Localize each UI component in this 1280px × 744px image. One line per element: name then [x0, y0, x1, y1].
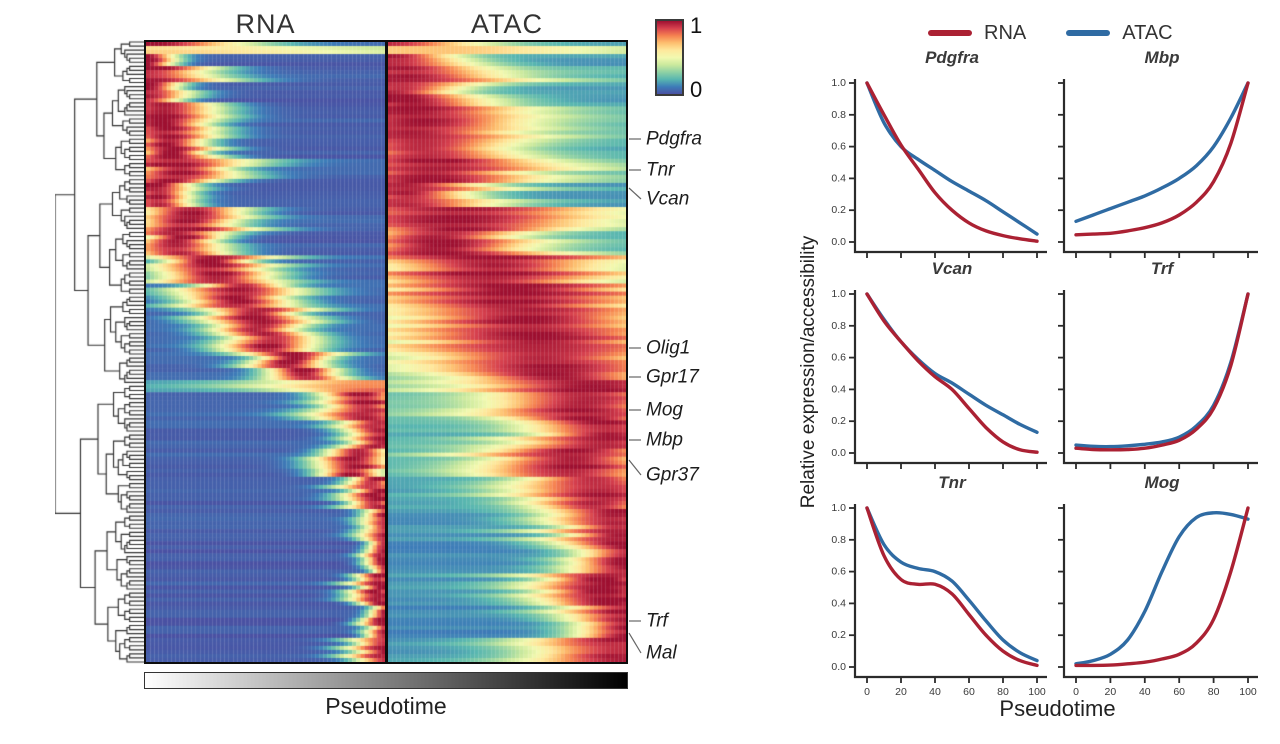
- y-tick-label: 0.6: [831, 566, 846, 578]
- rna-curve-Vcan: [865, 292, 1039, 454]
- atac-heatmap: [388, 42, 626, 662]
- pseudotime-label-right: Pseudotime: [999, 696, 1116, 721]
- x-tick-label: 60: [963, 686, 975, 698]
- dendrogram: [55, 40, 144, 664]
- gene-tick-Vcan: [628, 187, 642, 200]
- rna-heatmap: [146, 42, 385, 662]
- subplot-title-Pdgfra: Pdgfra: [925, 48, 979, 67]
- y-tick-label: 0.4: [831, 383, 846, 395]
- subplot-title-Trf: Trf: [1151, 259, 1176, 278]
- y-tick-label: 0.8: [831, 109, 846, 121]
- axes-spines-Tnr: [853, 504, 1047, 679]
- y-tick-label: 1.0: [831, 502, 846, 514]
- x-tick-label: 80: [1208, 686, 1220, 698]
- y-tick-label: 0.0: [831, 447, 846, 459]
- y-tick-label: 0.4: [831, 172, 846, 184]
- pseudotime-gradient-bar: [144, 672, 628, 689]
- x-tick-label: 0: [1073, 686, 1079, 698]
- y-tick-label: 0.2: [831, 204, 846, 216]
- gene-tick-Gpr37: [628, 459, 642, 476]
- x-tick-label: 20: [895, 686, 907, 698]
- gene-label-Tnr: Tnr: [646, 160, 675, 181]
- y-tick-label: 1.0: [831, 77, 846, 89]
- x-tick-label: 60: [1173, 686, 1185, 698]
- rna-curve-Trf: [1074, 292, 1250, 452]
- x-tick-label: 80: [997, 686, 1009, 698]
- gene-label-Mbp: Mbp: [646, 430, 683, 451]
- gene-label-Mal: Mal: [646, 643, 677, 664]
- y-tick-label: 0.0: [831, 236, 846, 248]
- axes-spines-Trf: [1062, 290, 1258, 465]
- subplot-title-Mbp: Mbp: [1145, 48, 1180, 67]
- atac-curve-Trf: [1074, 292, 1250, 449]
- gene-label-Gpr37: Gpr37: [646, 465, 700, 486]
- gene-label-Gpr17: Gpr17: [646, 367, 700, 388]
- y-tick-label: 0.0: [831, 661, 846, 673]
- rna-curve-Tnr: [865, 506, 1039, 668]
- atac-legend-swatch: [1066, 30, 1111, 36]
- x-tick-label: 100: [1028, 686, 1046, 698]
- rna-curve-Pdgfra: [865, 81, 1039, 243]
- gene-label-Mog: Mog: [646, 400, 683, 421]
- colorbar-min-label: 0: [690, 77, 703, 102]
- rna-curve-Mog: [1074, 506, 1250, 668]
- subplot-title-Tnr: Tnr: [938, 473, 967, 492]
- gene-label-Olig1: Olig1: [646, 338, 690, 359]
- atac-curve-Tnr: [865, 506, 1039, 663]
- gene-label-Vcan: Vcan: [646, 189, 689, 210]
- x-tick-label: 40: [1139, 686, 1151, 698]
- y-tick-label: 0.4: [831, 597, 846, 609]
- rna-legend-label: RNA: [984, 21, 1027, 44]
- heatmap-title-atac: ATAC: [470, 9, 543, 39]
- x-tick-label: 40: [929, 686, 941, 698]
- y-tick-label: 0.6: [831, 141, 846, 153]
- heatmap-title-rna: RNA: [235, 9, 296, 39]
- atac-curve-Mog: [1074, 510, 1250, 666]
- subplot-title-Mog: Mog: [1145, 473, 1181, 492]
- gene-tick-Mal: [628, 632, 642, 654]
- gene-label-Pdgfra: Pdgfra: [646, 129, 702, 150]
- legend: RNA ATAC: [928, 22, 1173, 44]
- atac-curve-Vcan: [865, 292, 1039, 434]
- y-tick-label: 0.2: [831, 415, 846, 427]
- subplot-title-Vcan: Vcan: [932, 259, 973, 278]
- axes-spines-Mog: [1062, 504, 1258, 679]
- rna-legend-swatch: [928, 30, 972, 36]
- atac-heatmap-panel: [386, 40, 628, 664]
- atac-curve-Pdgfra: [865, 81, 1039, 236]
- pseudotime-label-left: Pseudotime: [325, 693, 447, 719]
- y-tick-label: 1.0: [831, 288, 846, 300]
- atac-legend-label: ATAC: [1122, 21, 1173, 44]
- axes-spines-Vcan: [853, 290, 1047, 465]
- atac-curve-Mbp: [1074, 81, 1250, 224]
- colorbar: [655, 19, 684, 96]
- y-tick-label: 0.2: [831, 629, 846, 641]
- x-tick-label: 20: [1105, 686, 1117, 698]
- y-tick-label: 0.6: [831, 352, 846, 364]
- x-tick-label: 100: [1239, 686, 1257, 698]
- axes-spines-Mbp: [1062, 79, 1258, 254]
- rna-curve-Mbp: [1074, 81, 1250, 237]
- y-tick-label: 0.8: [831, 534, 846, 546]
- colorbar-max-label: 1: [690, 13, 703, 38]
- gene-label-Trf: Trf: [646, 611, 670, 632]
- y-tick-label: 0.8: [831, 320, 846, 332]
- x-tick-label: 0: [864, 686, 870, 698]
- axes-spines-Pdgfra: [853, 79, 1047, 254]
